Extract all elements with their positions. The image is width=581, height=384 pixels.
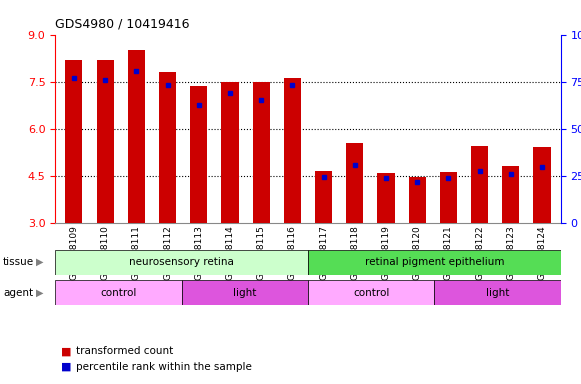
- Bar: [377, 172, 394, 223]
- Text: retinal pigment epithelium: retinal pigment epithelium: [364, 257, 504, 267]
- Bar: [221, 82, 239, 223]
- Bar: [308, 250, 561, 275]
- Text: tissue: tissue: [3, 257, 34, 267]
- Text: neurosensory retina: neurosensory retina: [129, 257, 234, 267]
- Bar: [434, 280, 561, 305]
- Bar: [502, 166, 519, 223]
- Text: control: control: [353, 288, 389, 298]
- Text: ▶: ▶: [36, 288, 43, 298]
- Bar: [253, 82, 270, 223]
- Bar: [346, 143, 363, 223]
- Text: percentile rank within the sample: percentile rank within the sample: [76, 362, 252, 372]
- Text: light: light: [233, 288, 256, 298]
- Text: control: control: [100, 288, 137, 298]
- Text: ▶: ▶: [36, 257, 43, 267]
- Bar: [159, 72, 176, 223]
- Bar: [308, 280, 435, 305]
- Bar: [190, 86, 207, 223]
- Bar: [55, 250, 308, 275]
- Text: agent: agent: [3, 288, 33, 298]
- Bar: [533, 147, 551, 223]
- Bar: [471, 146, 488, 223]
- Bar: [96, 60, 114, 223]
- Bar: [315, 171, 332, 223]
- Bar: [440, 172, 457, 223]
- Text: ■: ■: [61, 346, 71, 356]
- Text: GDS4980 / 10419416: GDS4980 / 10419416: [55, 17, 189, 30]
- Text: ■: ■: [61, 362, 71, 372]
- Bar: [55, 280, 181, 305]
- Bar: [65, 60, 83, 223]
- Bar: [128, 50, 145, 223]
- Bar: [284, 78, 301, 223]
- Bar: [408, 177, 426, 223]
- Text: transformed count: transformed count: [76, 346, 173, 356]
- Bar: [181, 280, 308, 305]
- Text: light: light: [486, 288, 509, 298]
